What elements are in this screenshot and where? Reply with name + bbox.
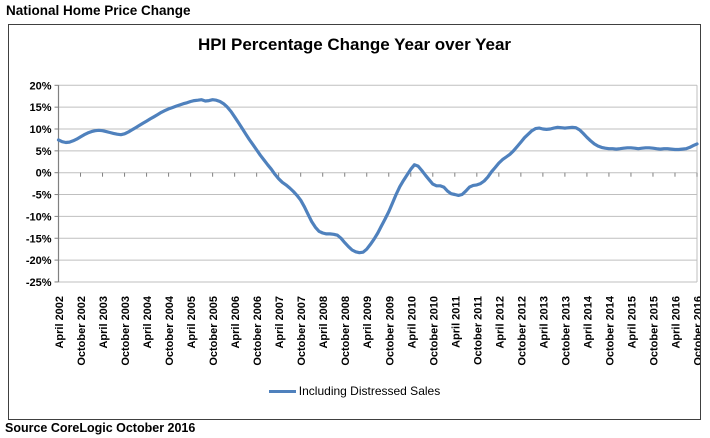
source-note: Source CoreLogic October 2016 <box>5 421 196 435</box>
x-tick-label: April 2008 <box>318 296 330 349</box>
y-tick-label: -5% <box>32 190 52 202</box>
x-tick-label: October 2004 <box>164 295 176 366</box>
x-tick-label: October 2009 <box>384 296 396 366</box>
x-tick-label: October 2012 <box>516 296 528 366</box>
y-tick-label: -10% <box>26 211 52 223</box>
x-tick-label: October 2011 <box>472 296 484 365</box>
x-tick-label: October 2003 <box>120 296 132 366</box>
chart-legend: Including Distressed Sales <box>9 384 700 398</box>
y-tick-label: 0% <box>36 168 52 180</box>
x-tick-label: April 2014 <box>582 295 594 348</box>
hpi-line-chart: 20%15%10%5%0%-5%-10%-15%-20%-25%April 20… <box>26 80 701 366</box>
y-tick-label: 5% <box>36 146 52 158</box>
x-tick-label: October 2007 <box>296 296 308 366</box>
y-tick-label: -25% <box>26 277 52 289</box>
chart-title: HPI Percentage Change Year over Year <box>197 35 512 54</box>
y-tick-label: -20% <box>26 255 52 267</box>
hpi-series-line <box>56 98 699 255</box>
chart-area: HPI Percentage Change Year over Year 20%… <box>8 24 701 420</box>
x-tick-label: October 2002 <box>76 296 88 366</box>
legend-label: Including Distressed Sales <box>298 384 441 398</box>
x-tick-label: October 2010 <box>428 296 440 366</box>
x-tick-label: April 2005 <box>186 296 198 349</box>
x-tick-label: April 2003 <box>98 296 110 349</box>
y-tick-label: 20% <box>29 80 51 92</box>
x-tick-label: October 2013 <box>560 296 572 366</box>
x-tick-label: October 2014 <box>604 295 616 366</box>
x-tick-label: April 2004 <box>142 295 154 348</box>
x-tick-label: October 2005 <box>208 296 220 366</box>
x-tick-label: April 2015 <box>626 296 638 349</box>
x-tick-label: April 2006 <box>230 296 242 349</box>
x-tick-label: April 2011 <box>450 296 462 348</box>
x-tick-label: April 2010 <box>406 296 418 349</box>
x-tick-label: October 2016 <box>693 296 701 366</box>
x-tick-label: October 2006 <box>252 296 264 366</box>
y-tick-label: 10% <box>29 124 51 136</box>
page-title: National Home Price Change <box>6 3 191 18</box>
legend-line-icon <box>268 389 296 393</box>
y-tick-label: 15% <box>29 102 51 114</box>
x-tick-label: April 2016 <box>670 296 682 349</box>
x-tick-label: April 2012 <box>494 296 506 349</box>
x-tick-label: April 2002 <box>54 296 66 349</box>
x-tick-label: April 2009 <box>362 296 374 349</box>
x-tick-label: April 2007 <box>274 296 286 349</box>
x-tick-label: April 2013 <box>538 296 550 349</box>
x-tick-label: October 2008 <box>340 296 352 366</box>
y-tick-label: -15% <box>26 233 52 245</box>
x-tick-label: October 2015 <box>648 296 660 366</box>
